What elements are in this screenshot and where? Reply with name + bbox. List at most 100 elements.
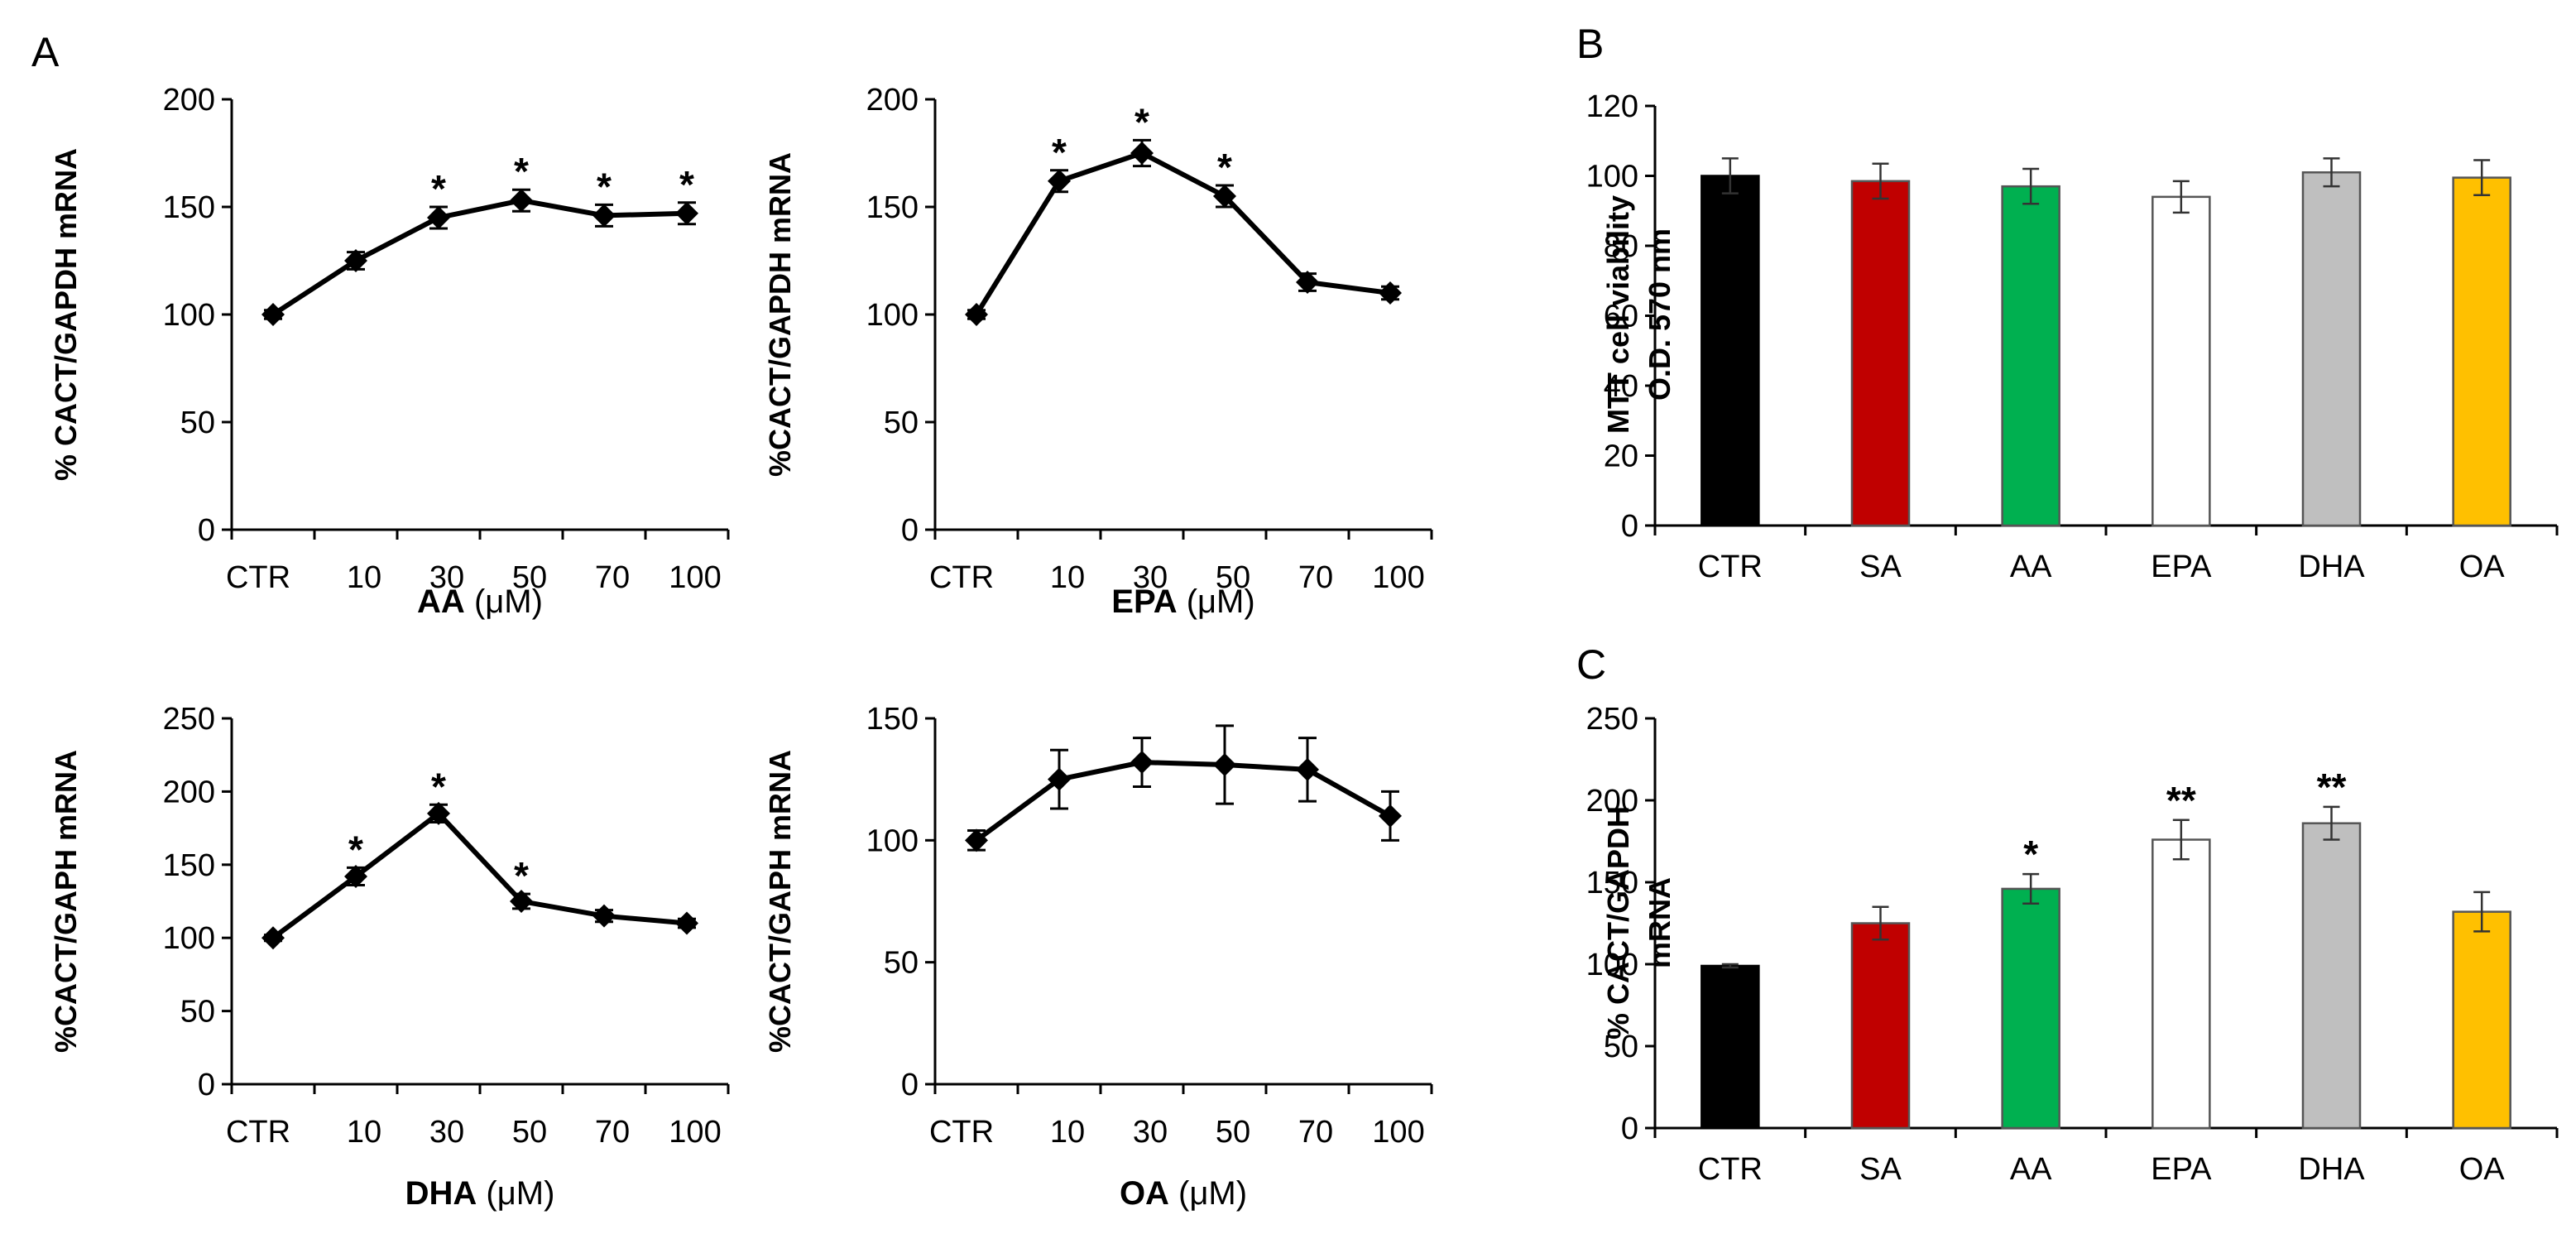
y-tick-label: 40 xyxy=(1604,369,1638,404)
y-tick-label: 80 xyxy=(1604,229,1638,264)
bar xyxy=(1850,922,1911,1130)
x-tick-label: OA xyxy=(2459,1152,2506,1187)
x-tick-label: 50 xyxy=(512,1115,547,1150)
bar xyxy=(2452,910,2511,1130)
y-axis-title-line-2: mRNA xyxy=(1643,877,1677,968)
x-tick-label: CTR xyxy=(226,1115,290,1150)
y-axis-title: %CACT/GAPH mRNA xyxy=(763,750,797,1053)
x-tick-label: CTR xyxy=(929,1115,994,1150)
y-tick-label: 250 xyxy=(1586,702,1638,737)
significance-marker: ** xyxy=(2317,766,2347,809)
y-tick-label: 200 xyxy=(1586,784,1638,819)
data-point xyxy=(1296,271,1319,294)
data-point xyxy=(427,206,450,229)
bar xyxy=(2001,185,2060,527)
y-tick-label: 100 xyxy=(1586,948,1638,982)
significance-marker: ** xyxy=(2166,779,2196,822)
y-axis-title: % CACT/GAPDH mRNA xyxy=(49,148,83,481)
x-tick-label: CTR xyxy=(226,560,290,595)
data-point xyxy=(675,201,698,225)
y-tick-label: 0 xyxy=(1621,1112,1638,1146)
data-point xyxy=(510,189,533,213)
data-point xyxy=(1213,185,1236,208)
x-tick-label: 10 xyxy=(1050,560,1085,595)
significance-marker: * xyxy=(431,167,446,210)
panel-label-c: C xyxy=(1576,641,1606,688)
y-tick-label: 150 xyxy=(163,848,215,883)
bar xyxy=(2151,195,2211,527)
y-tick-label: 50 xyxy=(884,406,919,440)
y-tick-label: 60 xyxy=(1604,300,1638,334)
x-tick-label: AA xyxy=(2010,550,2052,584)
y-axis-title: %CACT/GAPDH mRNA xyxy=(763,152,797,477)
y-axis-title-line-1: % CACT/GAPDH xyxy=(1601,806,1635,1040)
y-tick-label: 150 xyxy=(163,190,215,225)
x-tick-label: 50 xyxy=(1216,1115,1250,1150)
x-tick-label: 50 xyxy=(1216,560,1250,595)
data-point xyxy=(510,890,533,913)
y-tick-label: 200 xyxy=(866,83,919,118)
significance-marker: * xyxy=(597,165,612,208)
bar xyxy=(2301,171,2362,527)
bar xyxy=(2301,822,2362,1130)
data-point xyxy=(965,828,988,852)
series-line xyxy=(271,198,688,317)
significance-marker: * xyxy=(514,854,529,897)
x-tick-label: EPA xyxy=(2151,550,2212,584)
x-tick-label: SA xyxy=(1859,1152,1902,1187)
x-tick-label: 70 xyxy=(595,1115,630,1150)
y-tick-label: 20 xyxy=(1604,439,1638,474)
x-axis-title: DHA (μM) xyxy=(405,1175,555,1212)
x-tick-label: SA xyxy=(1859,550,1902,584)
data-point xyxy=(1213,752,1236,776)
x-axis-title: EPA (μM) xyxy=(1111,583,1254,620)
x-tick-label: AA xyxy=(2010,1152,2052,1187)
panel-label-b: B xyxy=(1576,21,1604,67)
y-tick-label: 50 xyxy=(180,995,215,1030)
x-tick-label: 30 xyxy=(429,1115,464,1150)
x-tick-label: DHA xyxy=(2298,550,2365,584)
y-tick-label: 120 xyxy=(1586,89,1638,124)
chart-aa: 0 50 100 150 200 CTR 10 30 50 70 100 AA (μM) % CACT/… xyxy=(49,83,730,620)
data-point xyxy=(592,204,616,228)
chart-mtt: 0 20 40 60 80 100 120 CTR SA AA EPA DHA OA MTT cell v… xyxy=(1586,89,2559,584)
significance-marker: * xyxy=(1217,146,1232,189)
y-tick-label: 0 xyxy=(198,1068,215,1102)
x-tick-label: DHA xyxy=(2298,1152,2365,1187)
x-tick-label: CTR xyxy=(929,560,994,595)
x-tick-label: EPA xyxy=(2151,1152,2212,1187)
data-point xyxy=(1379,281,1402,305)
x-tick-label: CTR xyxy=(1698,550,1763,584)
x-tick-label: 100 xyxy=(1372,560,1424,595)
x-tick-label: 50 xyxy=(512,560,547,595)
x-tick-label: 10 xyxy=(347,560,381,595)
bar xyxy=(1701,175,1760,527)
x-tick-label: OA xyxy=(2459,550,2506,584)
bar xyxy=(2151,838,2211,1130)
x-tick-label: 100 xyxy=(1372,1115,1424,1150)
significance-marker: * xyxy=(1134,100,1149,143)
panel-label-a: A xyxy=(31,29,60,75)
y-tick-label: 50 xyxy=(884,946,919,981)
y-tick-label: 200 xyxy=(163,775,215,809)
data-point xyxy=(1130,142,1154,165)
series-line xyxy=(271,809,688,940)
bar xyxy=(2001,887,2060,1130)
significance-marker: * xyxy=(1052,131,1067,174)
y-tick-label: 0 xyxy=(901,513,919,548)
y-tick-label: 0 xyxy=(1621,509,1638,544)
data-point xyxy=(1296,757,1319,781)
y-axis-title-line-2: O.D. 570 nm xyxy=(1643,228,1677,401)
data-point xyxy=(1048,169,1071,193)
significance-marker: * xyxy=(348,828,363,871)
y-tick-label: 0 xyxy=(901,1068,919,1102)
y-axis-title: %CACT/GAPH mRNA xyxy=(49,750,83,1053)
y-tick-label: 200 xyxy=(163,83,215,118)
data-point xyxy=(675,911,698,935)
x-tick-label: 100 xyxy=(669,560,721,595)
x-tick-label: 10 xyxy=(347,1115,381,1150)
significance-marker: * xyxy=(679,163,694,206)
y-tick-label: 100 xyxy=(866,823,919,858)
